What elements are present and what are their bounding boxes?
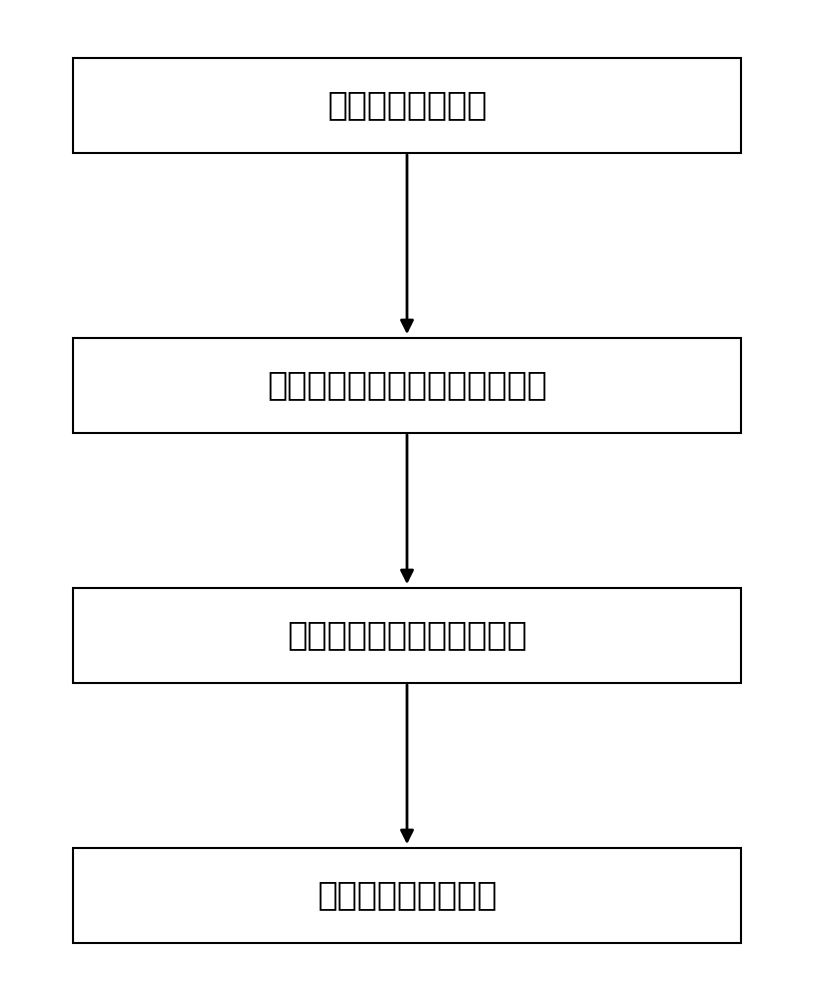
Bar [73, 338, 741, 432]
Text: 高速湍流涡旋形成: 高速湍流涡旋形成 [327, 89, 487, 121]
Text: 高压小流量大角度冲蚀处理: 高压小流量大角度冲蚀处理 [287, 618, 527, 652]
Text: 超声增强的表面精整: 超声增强的表面精整 [317, 879, 497, 912]
Bar [73, 848, 741, 942]
Bar [73, 57, 741, 152]
Text: 混合微纳米气泡形成三相磨粒流: 混合微纳米气泡形成三相磨粒流 [267, 368, 547, 401]
Bar [73, 587, 741, 682]
